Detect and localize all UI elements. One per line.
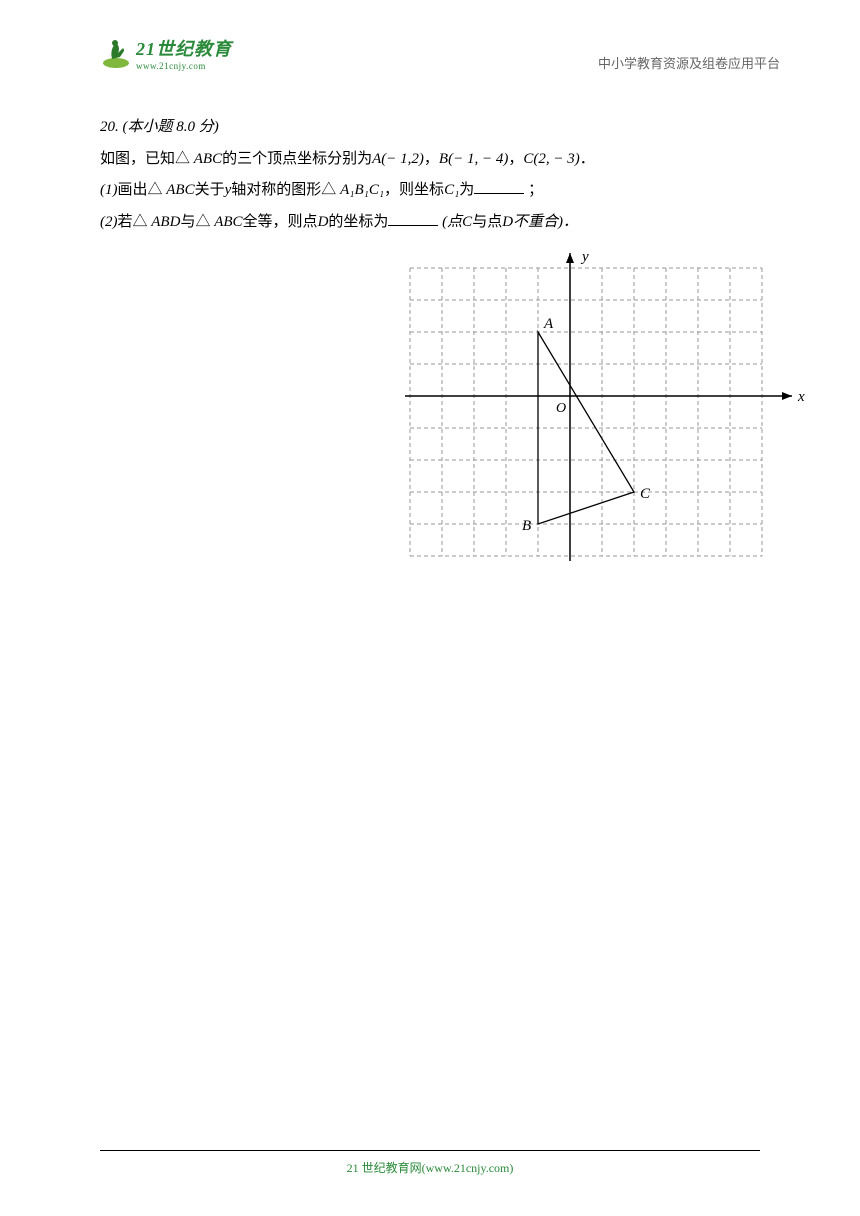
logo-text: 21世纪教育 www.21cnjy.com — [136, 35, 232, 71]
svg-text:y: y — [580, 249, 589, 265]
text: 全等，则点 — [243, 214, 318, 230]
math-abc: ABC — [194, 151, 222, 167]
svg-text:x: x — [797, 389, 805, 405]
logo-url: www.21cnjy.com — [136, 61, 232, 71]
page-footer: 21 世纪教育网(www.21cnjy.com) — [0, 1150, 860, 1176]
math-abd: ABD — [151, 214, 180, 230]
blank-1 — [474, 179, 524, 194]
text: 与△ — [180, 214, 214, 230]
question-content: 20. (本小题 8.0 分) 如图，已知△ ABC的三个顶点坐标分别为A(− … — [0, 82, 860, 598]
var-d: D — [502, 214, 513, 230]
points-suffix: 分) — [195, 119, 219, 135]
footer-cn: 21 世纪教育网 — [347, 1161, 422, 1175]
text: ， — [508, 151, 523, 167]
coordinate-graph: y x O A B C — [390, 248, 810, 578]
var-d: D — [318, 214, 329, 230]
header-right-text: 中小学教育资源及组卷应用平台 — [598, 53, 780, 72]
text: 不重合)． — [513, 214, 578, 230]
text: 画出△ — [118, 182, 167, 198]
point-a: A(− 1,2) — [372, 151, 424, 167]
page-header: 21世纪教育 www.21cnjy.com 中小学教育资源及组卷应用平台 — [0, 0, 860, 82]
math-abc: ABC — [166, 182, 194, 198]
math-abc: ABC — [214, 214, 242, 230]
question-part1: (1)画出△ ABC关于y轴对称的图形△ A₁B₁C₁，则坐标C₁为 ； — [100, 175, 770, 207]
text: 轴对称的图形△ — [231, 182, 340, 198]
sub-num: (1) — [100, 182, 118, 198]
svg-text:A: A — [543, 316, 554, 332]
point-b: B(− 1, − 4) — [439, 151, 508, 167]
footer-text: 21 世纪教育网(www.21cnjy.com) — [0, 1159, 860, 1176]
text: 为 — [459, 182, 474, 198]
footer-divider — [100, 1150, 760, 1151]
logo-icon — [100, 37, 132, 69]
question-line1: 如图，已知△ ABC的三个顶点坐标分别为A(− 1,2)，B(− 1, − 4)… — [100, 144, 770, 176]
svg-text:O: O — [556, 401, 566, 416]
text: 的三个顶点坐标分别为 — [222, 151, 372, 167]
text: 如图，已知△ — [100, 151, 194, 167]
points-prefix: (本小题 — [123, 119, 177, 135]
blank-2 — [388, 211, 438, 226]
question-part2: (2)若△ ABD与△ ABC全等，则点D的坐标为 (点C与点D不重合)． — [100, 207, 770, 239]
text: 若△ — [118, 214, 152, 230]
text: ． — [580, 151, 595, 167]
logo: 21世纪教育 www.21cnjy.com — [100, 35, 232, 71]
question-number: 20. — [100, 119, 119, 135]
math-a1b1c1: A₁B₁C₁ — [340, 182, 384, 198]
footer-url: (www.21cnjy.com) — [422, 1161, 514, 1175]
text: 关于 — [195, 182, 225, 198]
text: (点 — [438, 214, 462, 230]
logo-title: 21世纪教育 — [136, 35, 232, 61]
sub-num: (2) — [100, 214, 118, 230]
text: ， — [424, 151, 439, 167]
var-c: C — [462, 214, 472, 230]
text: 的坐标为 — [328, 214, 388, 230]
text: ； — [524, 182, 543, 198]
question-header: 20. (本小题 8.0 分) — [100, 112, 770, 144]
points-value: 8.0 — [176, 119, 195, 135]
point-c: C(2, − 3) — [523, 151, 579, 167]
var-c1: C₁ — [444, 182, 459, 198]
text: 与点 — [472, 214, 502, 230]
text: ，则坐标 — [384, 182, 444, 198]
svg-text:C: C — [640, 486, 651, 502]
svg-text:B: B — [522, 518, 531, 534]
